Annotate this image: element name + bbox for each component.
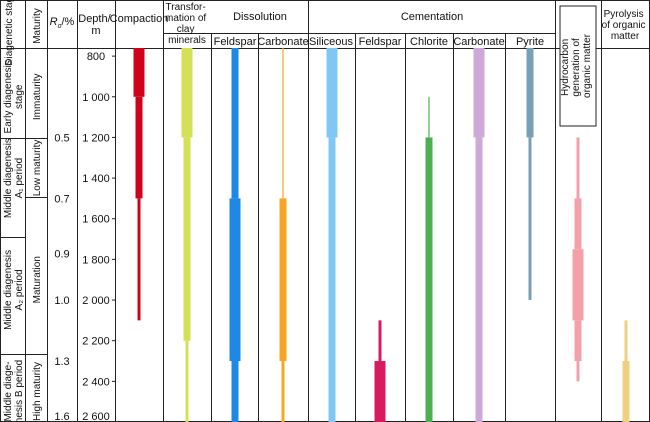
cem-carbonate-header: Carbonate (453, 36, 504, 48)
depth-tick-label: 1 800 (82, 254, 110, 266)
diss-carbonate-header: Carbonate (257, 36, 308, 48)
axis-labels: 800 1 000 1 200 1 400 1 600 1 800 2 000 2 200 2 … (3, 51, 115, 422)
hydrocarbon-bar-segment (576, 361, 580, 382)
chlorite-header: Chlorite (410, 36, 448, 48)
hydrocarbon-bar-segment (572, 249, 584, 321)
ro-tick-label: 0.5 (54, 132, 69, 144)
siliceous-bar-segment (328, 137, 336, 422)
clay-bar-segment (181, 48, 193, 138)
intensity-bars (133, 48, 630, 422)
hydrocarbon-bar-segment (574, 198, 582, 250)
diss-carbonate-bar-segment (279, 198, 287, 362)
chlorite-bar-segment (428, 96, 430, 138)
cem-feldspar-header: Feldspar (359, 36, 402, 48)
depth-tick-label: 1 400 (82, 173, 110, 185)
siliceous-bar-segment (326, 48, 338, 138)
ro-header: Ro/% (50, 16, 75, 30)
ro-tick-label: 1.3 (54, 356, 69, 368)
diss-carbonate-bar-segment (281, 361, 285, 422)
pyrolysis-bar-segment (624, 320, 628, 362)
ro-tick-label: 1.6 (54, 411, 69, 422)
depth-tick-label: 2 600 (82, 411, 110, 422)
stage-label: Middle diage-nesis B period (3, 360, 25, 422)
diss-feldspar-bar-segment (231, 361, 239, 422)
cem-feldspar-bar-segment (378, 320, 382, 362)
clay-bar-segment (185, 340, 189, 422)
pyrite-bar-segment (528, 137, 532, 301)
transformation-header: Transfor- mation of clay minerals (165, 2, 209, 46)
hydrocarbon-bar-segment (574, 320, 582, 362)
pyrite-header: Pyrite (516, 36, 544, 48)
hydrocarbon-header: Hydrocarbon generation of organic matter (560, 33, 593, 98)
depth-tick-label: 2 200 (82, 336, 110, 348)
depth-tick-label: 1 200 (82, 132, 110, 144)
hydrocarbon-bar-segment (576, 137, 580, 199)
cem-carbonate-bar-segment (473, 48, 485, 138)
cem-feldspar-bar-segment (374, 361, 386, 422)
diss-carbonate-bar-segment (282, 48, 284, 199)
ro-tick-label: 0.7 (54, 193, 69, 205)
maturity-label: Maturation (32, 256, 43, 303)
maturity-label: Immaturity (32, 73, 43, 120)
depth-tick-label: 2 000 (82, 295, 110, 307)
depth-tick-label: 2 400 (82, 376, 110, 388)
stage-label: Middle diagenesisA₂ period (3, 250, 25, 330)
depth-tick-label: 1 000 (82, 92, 110, 104)
clay-bar-segment (183, 137, 191, 341)
depth-tick-label: 1 600 (82, 214, 110, 226)
maturity-label: Low maturity (32, 140, 43, 197)
ro-tick-label: 1.0 (54, 295, 69, 307)
diss-feldspar-bar-segment (231, 48, 239, 199)
compaction-header: Compaction (110, 13, 169, 25)
dissolution-header: Dissolution (233, 11, 287, 23)
compaction-bar-segment (137, 198, 141, 321)
stage-label: Early diagenesisstage (3, 60, 25, 133)
compaction-bar-segment (133, 48, 145, 97)
diss-feldspar-bar-segment (229, 198, 241, 362)
stage-label: Middle diagenesisA₁ period (3, 138, 25, 218)
pyrolysis-header: Pyrolysis of organic matter (602, 9, 649, 42)
cem-carbonate-bar-segment (475, 137, 483, 422)
maturity-header: Maturity (32, 8, 43, 44)
depth-header: Depth/ m (78, 13, 113, 37)
pyrite-bar-segment (526, 48, 534, 138)
ro-tick-label: 0.9 (54, 248, 69, 260)
depth-tick-label: 800 (87, 51, 105, 63)
cementation-header: Cementation (401, 11, 463, 23)
pyrolysis-bar-segment (622, 361, 630, 422)
siliceous-header: Siliceous (309, 36, 354, 48)
hydrocarbon-header-box (559, 5, 597, 127)
chlorite-bar-segment (425, 137, 433, 422)
maturity-label: High maturity (32, 362, 43, 421)
diss-feldspar-header: Feldspar (214, 36, 257, 48)
stages-header: Diagenetic stages (4, 0, 15, 66)
compaction-bar-segment (135, 96, 143, 199)
